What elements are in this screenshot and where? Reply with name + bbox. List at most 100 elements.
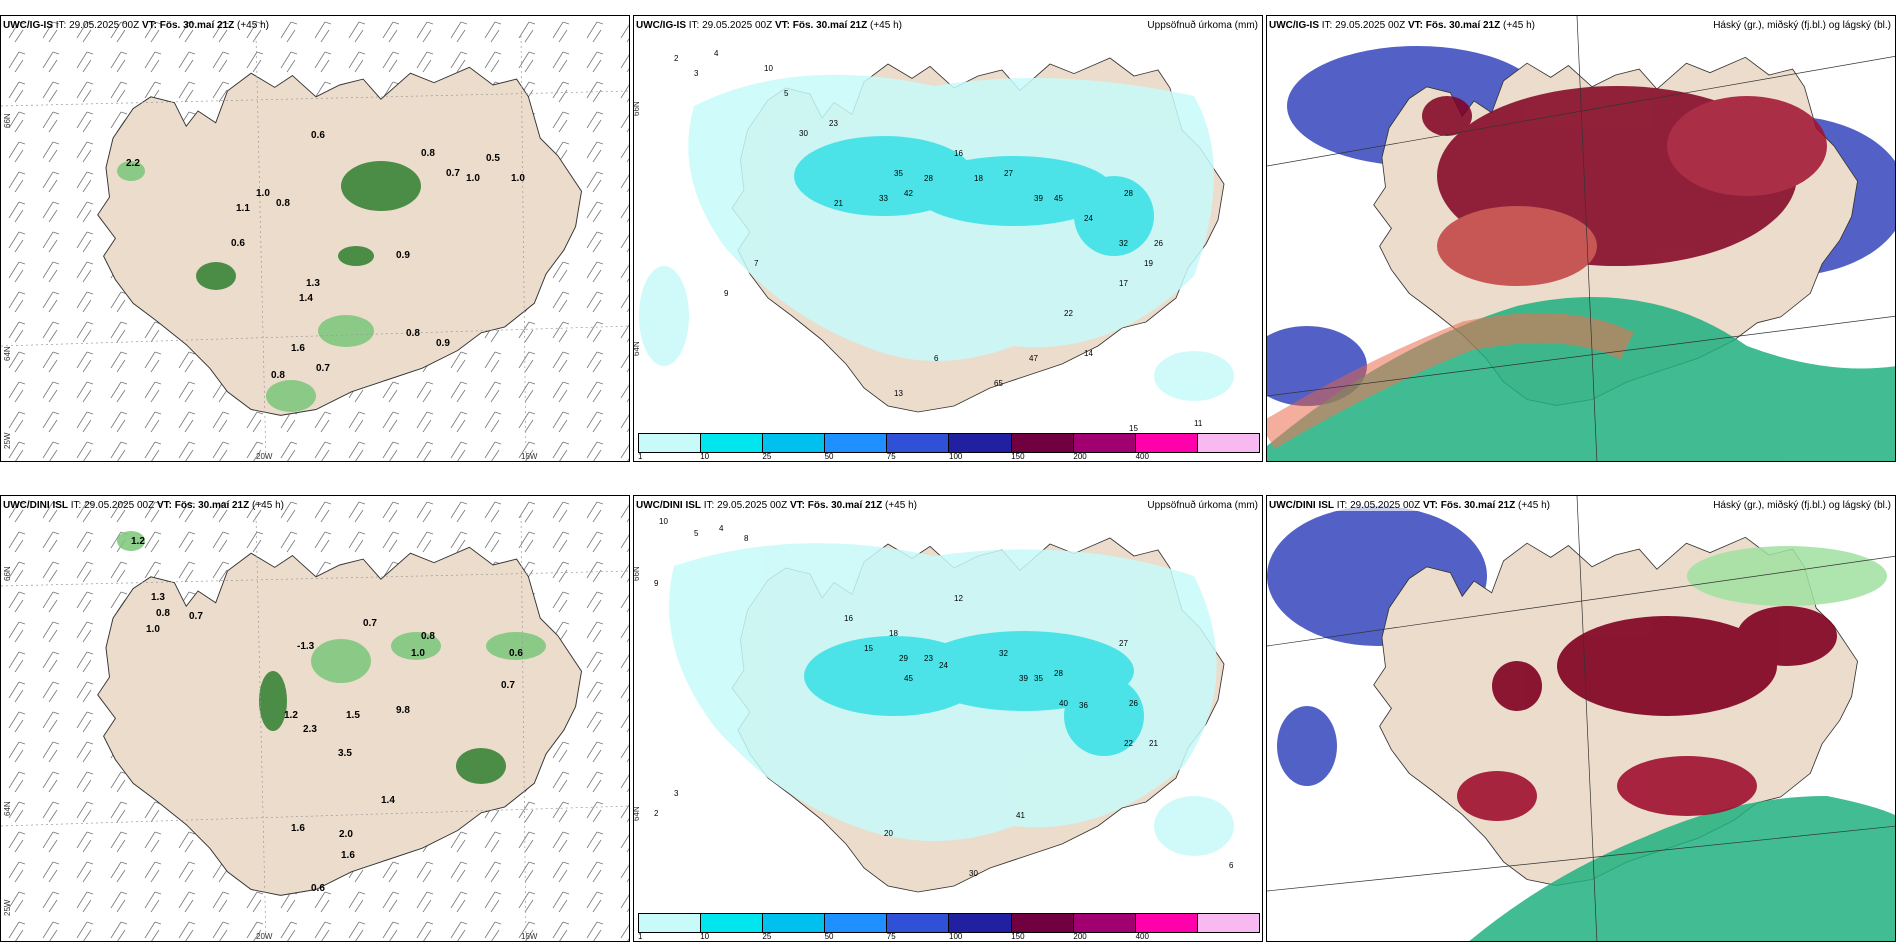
- colorbar-swatch: [949, 914, 1012, 932]
- colorbar-swatch: [639, 914, 702, 932]
- wind-value: 0.6: [231, 238, 245, 249]
- panel-header: UWC/DINI ISL IT: 29.05.2025 00Z VT: Fös.…: [636, 500, 917, 511]
- wind-value: 2.2: [126, 158, 140, 169]
- wind-shading: [117, 531, 546, 784]
- wind-value: 0.5: [486, 153, 500, 164]
- wind-values: 1.2 1.3 0.8 0.7 1.0 0.7 -1.3 0.8 1.0 0.6…: [131, 536, 523, 894]
- colorbar-label: 50: [824, 452, 834, 461]
- colorbar-swatch: [887, 914, 950, 932]
- wind-value: 1.3: [151, 592, 165, 603]
- lat-label: 64N: [3, 801, 12, 816]
- bottom-cloud-map: [1267, 496, 1895, 941]
- wind-value: 1.6: [341, 850, 355, 861]
- lon-label: 15W: [521, 932, 538, 941]
- precip-value: 24: [939, 661, 948, 670]
- lead-time: (+45 h): [1518, 500, 1550, 511]
- precip-value: 15: [1129, 424, 1138, 433]
- precip-value: 2: [654, 809, 659, 818]
- precip-value: 16: [844, 614, 853, 623]
- top-cloud-map: [1267, 16, 1895, 461]
- precip-value: 40: [1059, 699, 1068, 708]
- colorbar-label: 25: [762, 932, 772, 941]
- precip-value: 36: [1079, 701, 1088, 710]
- vt-value: Fös. 30.maí 21Z: [174, 500, 250, 511]
- precip-value: 27: [1119, 639, 1128, 648]
- colorbar-label: 200: [1073, 452, 1087, 461]
- precip-value: 47: [1029, 354, 1038, 363]
- panel-header: UWC/IG-IS IT: 29.05.2025 00Z VT: Fös. 30…: [1269, 20, 1535, 31]
- precip-value: 26: [1129, 699, 1138, 708]
- precip-value: 6: [1229, 861, 1234, 870]
- lat-label: 25W: [3, 432, 12, 449]
- colorbar-swatch: [1073, 914, 1136, 932]
- wind-value: 0.7: [316, 363, 330, 374]
- precip-value: 45: [1054, 194, 1063, 203]
- wind-value: 1.4: [381, 795, 395, 806]
- lead-time: (+45 h): [885, 500, 917, 511]
- it-label: IT:: [703, 500, 715, 511]
- precip-value: 35: [1034, 674, 1043, 683]
- model-name: UWC/IG-IS: [1269, 20, 1319, 31]
- wind-value: 1.0: [511, 173, 525, 184]
- precip-value: 21: [1149, 739, 1158, 748]
- colorbar-label: 10: [700, 932, 710, 941]
- colorbar-label: 1: [638, 932, 643, 941]
- it-label: IT:: [688, 20, 700, 31]
- colorbar-label: 100: [949, 932, 963, 941]
- precip-value: 9: [654, 579, 659, 588]
- colorbar-swatch: [1135, 434, 1198, 452]
- high-cloud: [1469, 546, 1895, 941]
- wind-value: 0.6: [311, 130, 325, 141]
- wind-value: 0.8: [421, 148, 435, 159]
- wind-value: 0.9: [436, 338, 450, 349]
- it-label: IT:: [1336, 500, 1348, 511]
- colorbar-swatch: [763, 914, 826, 932]
- precip-value: 13: [894, 389, 903, 398]
- precip-value: 42: [904, 189, 913, 198]
- wind-value: 1.0: [466, 173, 480, 184]
- lat-label: 64N: [633, 341, 641, 356]
- top-cloud-panel: UWC/IG-IS IT: 29.05.2025 00Z VT: Fös. 30…: [1266, 15, 1896, 462]
- wind-value: 0.7: [189, 611, 203, 622]
- precip-shading: [639, 74, 1234, 401]
- wind-value: 0.6: [509, 648, 523, 659]
- wind-value: 0.8: [156, 608, 170, 619]
- colorbar-swatch: [887, 434, 950, 452]
- vt-value: Fös. 30.maí 21Z: [1425, 20, 1501, 31]
- precip-value: 16: [954, 149, 963, 158]
- bottom-cloud-panel: UWC/DINI ISL IT: 29.05.2025 00Z VT: Fös.…: [1266, 495, 1896, 942]
- it-value: 29.05.2025 00Z: [1335, 20, 1406, 31]
- precip-values: 2 3 4 10 5 30 23 21 33 42 28 35 16 18 27…: [674, 49, 1203, 433]
- colorbar-swatch: [825, 434, 888, 452]
- lat-label: 66N: [3, 113, 12, 128]
- colorbar-label: 100: [949, 452, 963, 461]
- model-name: UWC/DINI ISL: [636, 500, 701, 511]
- precip-value: 17: [1119, 279, 1128, 288]
- panel-header: UWC/DINI ISL IT: 29.05.2025 00Z VT: Fös.…: [3, 500, 284, 511]
- lat-label: 64N: [3, 346, 12, 361]
- it-value: 29.05.2025 00Z: [702, 20, 773, 31]
- bottom-precip-panel: 10 5 4 8 9 16 12 15 18 23 29 24 32 45 39…: [633, 495, 1263, 942]
- model-name: UWC/DINI ISL: [3, 500, 68, 511]
- colorbar-swatch: [1197, 434, 1259, 452]
- lead-time: (+45 h): [1503, 20, 1535, 31]
- wind-value: 0.7: [501, 680, 515, 691]
- panel-title: Uppsöfnuð úrkoma (mm): [1147, 20, 1258, 31]
- wind-value: 1.0: [146, 624, 160, 635]
- it-value: 29.05.2025 00Z: [84, 500, 155, 511]
- wind-value: 0.7: [446, 168, 460, 179]
- colorbar-label: 150: [1011, 452, 1025, 461]
- colorbar-label: 400: [1135, 452, 1149, 461]
- colorbar-labels: 1 10 25 50 75 100 150 200 400: [638, 452, 1260, 461]
- wind-value: 1.0: [411, 648, 425, 659]
- lat-label: 25W: [3, 899, 12, 916]
- vt-value: Fös. 30.maí 21Z: [159, 20, 235, 31]
- precip-shading: [669, 543, 1234, 856]
- precip-value: 5: [784, 89, 789, 98]
- top-precip-map: 2 3 4 10 5 30 23 21 33 42 28 35 16 18 27…: [634, 16, 1262, 461]
- colorbar-label: 200: [1073, 932, 1087, 941]
- precip-value: 33: [879, 194, 888, 203]
- vt-label: VT:: [141, 20, 157, 31]
- wind-value: 2.0: [339, 829, 353, 840]
- colorbar-label: 75: [886, 452, 896, 461]
